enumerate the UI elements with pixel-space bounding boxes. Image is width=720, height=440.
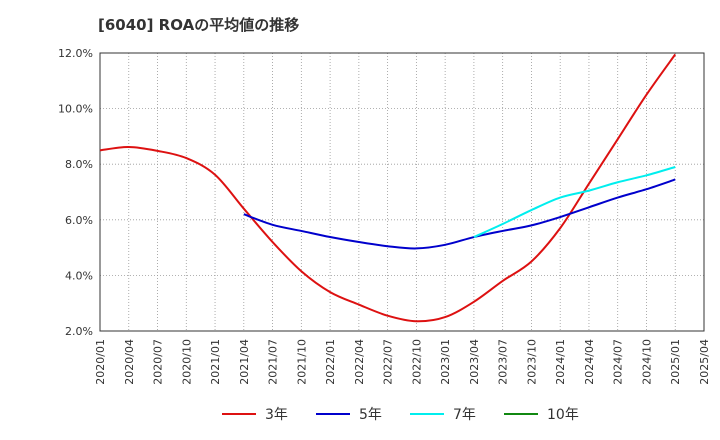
y-tick-label: 12.0%	[58, 47, 93, 60]
x-tick-label: 2020/04	[123, 339, 136, 385]
x-tick-label: 2024/01	[554, 339, 567, 385]
legend-label-3: 7年	[453, 407, 476, 423]
x-tick-label: 2021/10	[295, 339, 308, 385]
y-tick-label: 4.0%	[65, 269, 93, 282]
x-tick-label: 2022/07	[382, 339, 395, 385]
plot-frame	[99, 52, 705, 332]
x-tick-label: 2022/01	[324, 339, 337, 385]
series-line-3	[473, 166, 676, 238]
x-tick-label: 2021/07	[267, 339, 280, 385]
legend: 3年 5年 7年 10年	[222, 407, 579, 423]
x-tick-label: 2023/07	[497, 339, 510, 385]
x-tick-label: 2020/10	[180, 339, 193, 385]
x-tick-label: 2024/04	[583, 339, 596, 385]
x-tick-label: 2021/04	[238, 339, 251, 385]
x-tick-label: 2024/07	[612, 339, 625, 385]
y-tick-label: 2.0%	[65, 325, 93, 338]
chart-title: [6040] ROAの平均値の推移	[98, 16, 300, 34]
series-line-1	[99, 53, 677, 323]
x-tick-label: 2023/10	[525, 339, 538, 385]
x-tick-label: 2020/01	[94, 339, 107, 385]
series-line-2	[243, 178, 676, 250]
x-tick-label: 2022/10	[410, 339, 423, 385]
legend-label-1: 3年	[265, 407, 288, 423]
legend-label-4: 10年	[547, 407, 579, 423]
y-tick-label: 8.0%	[65, 158, 93, 171]
x-tick-label: 2025/04	[698, 339, 711, 385]
x-tick-label: 2023/01	[439, 339, 452, 385]
x-tick-label: 2020/07	[152, 339, 165, 385]
axis-labels: 2.0% 4.0% 6.0% 8.0% 10.0% 12.0% 2020/01 2020/04…	[58, 47, 711, 385]
y-tick-label: 10.0%	[58, 103, 93, 116]
x-tick-label: 2024/10	[640, 339, 653, 385]
legend-label-2: 5年	[359, 407, 382, 423]
x-tick-label: 2021/01	[209, 339, 222, 385]
x-tick-label: 2022/04	[353, 339, 366, 385]
x-tick-label: 2023/04	[468, 339, 481, 385]
series-lines	[99, 53, 677, 323]
grid-lines	[100, 53, 704, 331]
y-tick-label: 6.0%	[65, 214, 93, 227]
x-tick-label: 2025/01	[669, 339, 682, 385]
